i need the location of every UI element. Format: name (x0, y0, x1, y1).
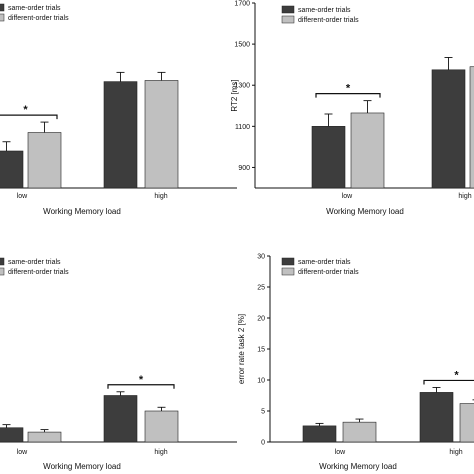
bar (302, 425, 337, 443)
legend-swatch (281, 15, 295, 24)
y-tick-label: 1300 (234, 83, 250, 90)
legend-label: different-order trials (8, 15, 69, 22)
y-tick-label: 5 (261, 409, 265, 416)
bar (103, 395, 138, 443)
significance-bracket (315, 93, 381, 98)
significance-bracket (107, 384, 175, 389)
y-tick-label: 0 (261, 440, 265, 447)
significance-bracket (423, 379, 474, 385)
y-tick-label: 10 (257, 378, 265, 385)
y-tick-label: 1100 (235, 124, 250, 131)
category-label: low (335, 449, 346, 456)
bar (311, 126, 346, 189)
legend-swatch (281, 5, 295, 14)
bar (419, 392, 454, 443)
y-tick-label: 900 (238, 165, 250, 172)
bar (0, 150, 24, 189)
bar (144, 80, 179, 189)
category-label: low (17, 193, 28, 200)
legend-label: different-order trials (8, 269, 69, 276)
category-label: low (342, 193, 353, 200)
legend-label: same-order trials (8, 5, 61, 12)
y-tick-label: 30 (257, 254, 265, 261)
significance-marker: * (454, 369, 459, 381)
legend-swatch (0, 267, 5, 276)
legend-swatch (0, 257, 5, 266)
y-tick-label: 15 (257, 347, 265, 354)
category-label: high (458, 193, 471, 200)
bar (27, 431, 62, 443)
bar (0, 427, 24, 443)
category-label: low (17, 449, 28, 456)
bar (459, 403, 474, 443)
legend-label: different-order trials (298, 17, 359, 24)
legend-label: same-order trials (298, 7, 351, 14)
bar (342, 421, 377, 443)
bar (469, 66, 474, 189)
y-axis-title: error rate task 2 [%] (237, 314, 246, 384)
y-tick-label: 20 (257, 316, 265, 323)
x-axis-title: Working Memory load (326, 207, 404, 216)
significance-marker: * (23, 104, 28, 116)
bar (27, 132, 62, 189)
legend-label: same-order trials (298, 259, 351, 266)
bar (350, 112, 385, 189)
legend-label: different-order trials (298, 269, 359, 276)
legend-swatch (0, 13, 5, 22)
bar (431, 69, 466, 189)
x-axis-title: Working Memory load (319, 462, 397, 471)
significance-marker: * (346, 83, 351, 95)
legend-swatch (281, 257, 295, 266)
y-tick-label: 1500 (234, 42, 250, 49)
bar (103, 81, 138, 189)
x-axis-title: Working Memory load (43, 462, 121, 471)
category-label: high (154, 449, 167, 456)
bar (144, 410, 179, 443)
significance-bracket (0, 114, 58, 120)
category-label: high (449, 449, 462, 456)
y-axis-title: RT2 [ms] (230, 79, 239, 111)
y-tick-label: 1700 (234, 1, 250, 8)
y-tick-label: 25 (257, 285, 265, 292)
category-label: high (154, 193, 167, 200)
legend-swatch (0, 3, 5, 12)
legend-swatch (281, 267, 295, 276)
legend-label: same-order trials (8, 259, 61, 266)
significance-marker: * (139, 374, 144, 386)
x-axis-title: Working Memory load (43, 207, 121, 216)
